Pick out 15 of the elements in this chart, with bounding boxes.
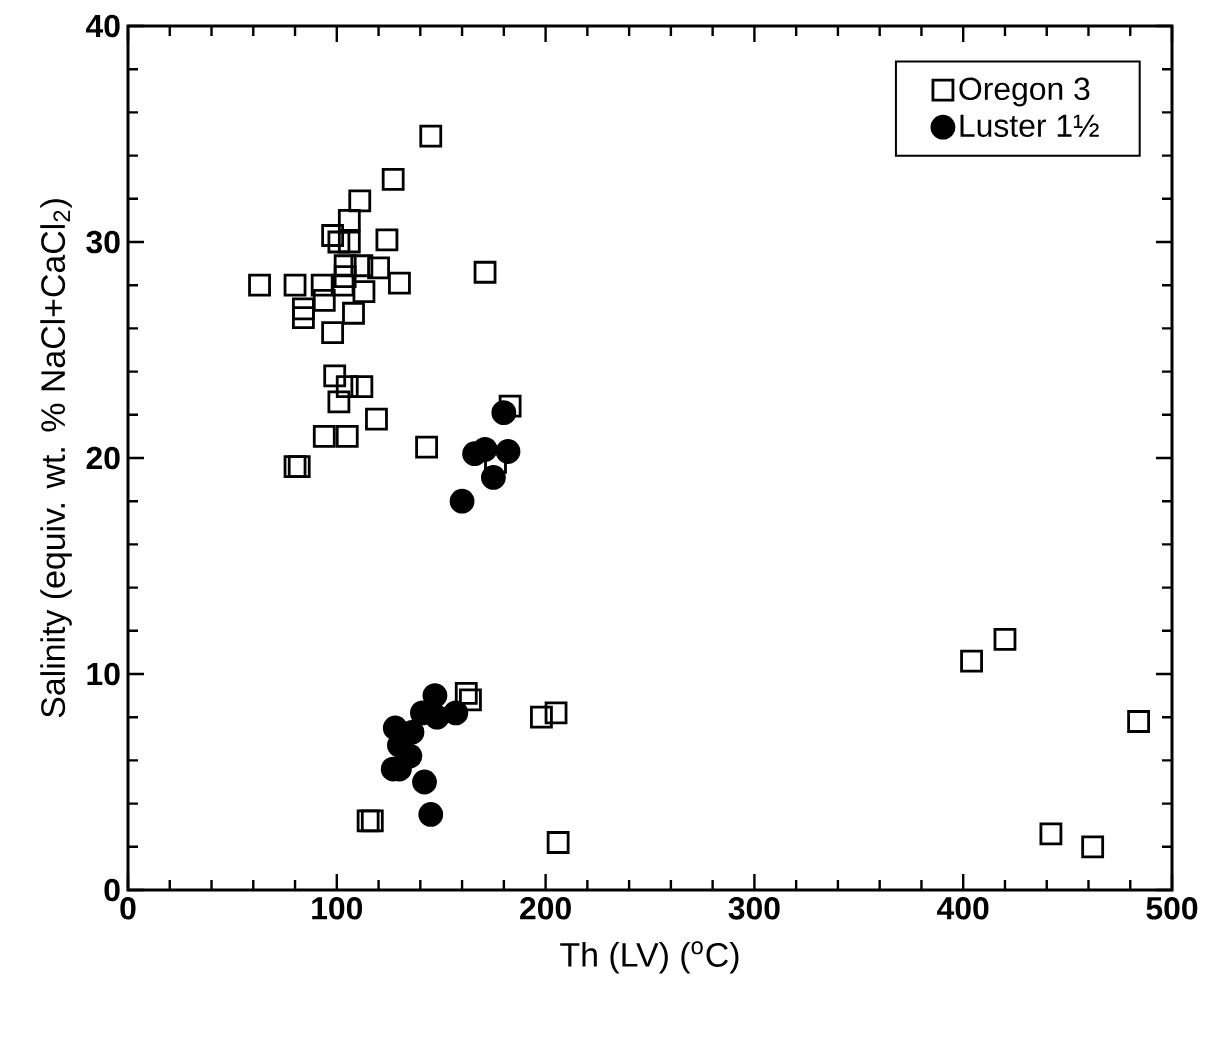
x-tick-label: 200 [520, 897, 571, 920]
x-tick-label: 0 [120, 897, 136, 920]
x-tick-label: 300 [728, 897, 780, 920]
y-axis-title: Salinity (equiv. wt. % NaCl+CaCl$_{2}$) [40, 199, 72, 718]
x-tick-label: 100 [312, 897, 363, 920]
legend-label: Oregon 3 [959, 77, 1090, 107]
y-tick-label: 20 [86, 446, 120, 470]
x-axis-title: Th (LV) ($^{o}$C) [560, 941, 739, 974]
y-tick-label: 10 [87, 662, 120, 686]
x-tick-label: 500 [1146, 897, 1198, 920]
x-tick-label: 400 [937, 897, 989, 920]
y-tick-label: 40 [85, 14, 120, 38]
legend-label: Luster 1½ [960, 114, 1099, 137]
y-tick-label: 30 [86, 230, 120, 254]
y-tick-label: 0 [104, 878, 120, 902]
